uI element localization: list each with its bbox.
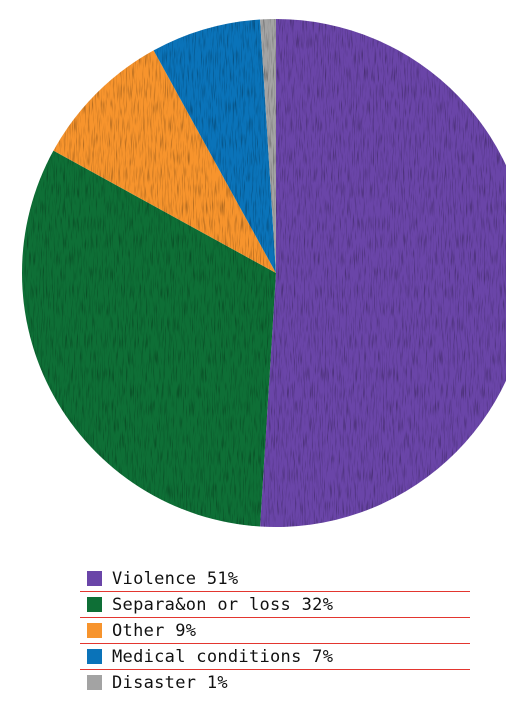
legend-item: Separa&on or loss 32% xyxy=(80,592,470,618)
legend-label: Other 9% xyxy=(112,620,197,641)
legend-swatch xyxy=(87,597,102,612)
pie-photo-texture xyxy=(21,19,506,527)
legend-swatch xyxy=(87,623,102,638)
chart-legend: Violence 51% Separa&on or loss 32% Other 9… xyxy=(80,566,470,695)
pie-chart xyxy=(21,19,506,527)
legend-swatch xyxy=(87,675,102,690)
legend-label: Disaster 1% xyxy=(112,672,228,693)
legend-item: Medical conditions 7% xyxy=(80,644,470,670)
pie-slice-texture-0 xyxy=(260,19,506,527)
legend-label: Medical conditions 7% xyxy=(112,646,334,667)
legend-item: Violence 51% xyxy=(80,566,470,592)
legend-item: Disaster 1% xyxy=(80,670,470,695)
pie-slice-texture-1 xyxy=(21,150,276,527)
pie-slice-texture-2 xyxy=(53,50,276,273)
pie-slice-texture-4 xyxy=(260,19,276,273)
legend-label: Violence 51% xyxy=(112,568,239,589)
legend-swatch xyxy=(87,571,102,586)
legend-item: Other 9% xyxy=(80,618,470,644)
legend-swatch xyxy=(87,649,102,664)
pie-chart-svg xyxy=(21,19,506,527)
legend-label: Separa&on or loss 32% xyxy=(112,594,334,615)
pie-slice-texture-3 xyxy=(153,19,276,274)
